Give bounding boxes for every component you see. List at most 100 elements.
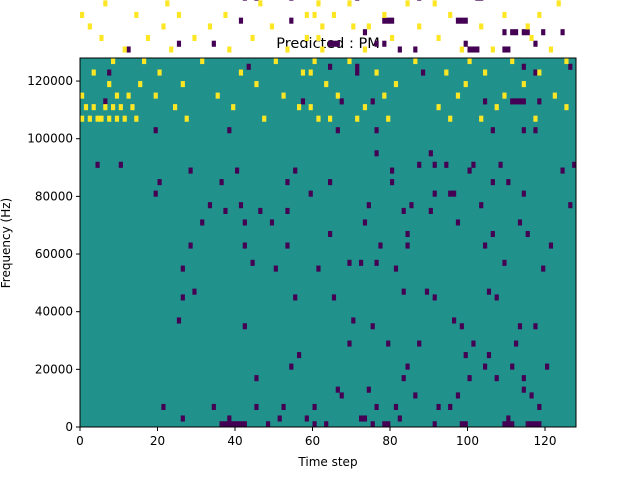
y-axis-label: Frequency (Hz) <box>0 198 13 289</box>
heatmap-cell-low <box>471 340 476 347</box>
x-axis-label: Time step <box>297 455 357 469</box>
heatmap-cell-low <box>246 63 251 70</box>
heatmap-cell-low <box>328 63 333 70</box>
heatmap-cell-high <box>347 58 352 65</box>
heatmap-cell-low <box>386 421 391 428</box>
heatmap-cell-high <box>281 92 286 99</box>
heatmap-cell-low <box>285 207 290 214</box>
heatmap-cell-high <box>91 104 96 111</box>
heatmap-cell-low <box>386 17 391 24</box>
heatmap-cell-low <box>324 421 329 428</box>
y-axis: 0 20000 40000 60000 80000 100000 120000 <box>27 74 80 434</box>
heatmap-cell-high <box>138 81 143 88</box>
heatmap-cell-low <box>390 167 395 174</box>
heatmap-cell-low <box>386 340 391 347</box>
heatmap-cell-low <box>328 40 333 47</box>
heatmap-cell-low <box>417 340 422 347</box>
heatmap-cell-high <box>362 46 368 53</box>
heatmap-cell-low <box>242 323 247 330</box>
heatmap-cell-high <box>153 92 158 99</box>
heatmap-cell-low <box>475 46 480 53</box>
heatmap-cell-high <box>142 58 147 65</box>
heatmap-cell-high <box>467 58 472 65</box>
heatmap-cell-low <box>525 29 530 36</box>
heatmap-cell-high <box>300 69 306 76</box>
heatmap-cell-low <box>521 63 526 70</box>
heatmap-cell-high <box>134 115 139 122</box>
heatmap-cell-low <box>510 98 515 105</box>
heatmap-cell-high <box>297 104 302 111</box>
heatmap-cell-low <box>510 421 515 428</box>
heatmap-cell-high <box>83 104 89 111</box>
heatmap-cell-high <box>145 34 151 42</box>
heatmap-cell-low <box>355 0 360 1</box>
heatmap-cell-low <box>459 421 464 428</box>
heatmap-cell-high <box>130 104 135 111</box>
heatmap-cell-low <box>355 69 360 76</box>
heatmap-cell-high <box>382 11 387 18</box>
y-tick-label: 20000 <box>35 362 73 376</box>
heatmap-cell-high <box>324 81 329 88</box>
heatmap-cell-high <box>111 104 116 111</box>
heatmap-cell-low <box>405 242 410 249</box>
heatmap-cell-low <box>366 386 371 393</box>
heatmap-cell-low <box>521 386 526 393</box>
heatmap-cell-low <box>529 421 534 428</box>
heatmap-cell-low <box>521 98 526 105</box>
heatmap-cell-low <box>432 190 437 197</box>
heatmap-cell-low <box>405 230 410 238</box>
heatmap-cell-low <box>227 415 232 422</box>
heatmap-cell-low <box>211 403 216 411</box>
heatmap-cell-high <box>483 69 488 76</box>
heatmap-cell-low <box>471 46 476 53</box>
heatmap-cell-high <box>362 104 368 111</box>
heatmap-cell-low <box>514 98 519 105</box>
heatmap-cell-high <box>556 0 561 7</box>
heatmap-cell-high <box>479 23 484 30</box>
heatmap-cell-high <box>529 34 534 42</box>
heatmap-cell-low <box>277 415 282 422</box>
heatmap-cell-low <box>285 242 290 249</box>
heatmap-cell-low <box>235 421 240 428</box>
heatmap-cell-low <box>238 202 244 209</box>
heatmap-cell-low <box>517 98 523 105</box>
heatmap-cell-high <box>173 104 178 111</box>
heatmap-cell-low <box>200 219 205 226</box>
heatmap-cell-low <box>362 219 368 226</box>
heatmap-cell-low <box>467 167 472 174</box>
heatmap-cell-high <box>80 115 85 122</box>
heatmap-cell-low <box>192 288 197 295</box>
heatmap-cell-high <box>448 115 453 122</box>
heatmap-cell-low <box>382 17 387 24</box>
heatmap-cell-low <box>335 40 340 47</box>
heatmap-cell-low <box>180 415 185 422</box>
heatmap-cell-low <box>463 17 468 24</box>
heatmap-cell-low <box>308 190 313 197</box>
heatmap-cell-low <box>502 259 507 266</box>
heatmap-cell-low <box>432 294 437 301</box>
heatmap-cell-high <box>169 46 174 53</box>
heatmap-cell-low <box>541 29 546 36</box>
heatmap-cell-low <box>176 40 182 47</box>
heatmap-cell-high <box>312 58 317 65</box>
heatmap-cell-low <box>219 179 224 186</box>
heatmap-cell-high <box>537 69 542 76</box>
heatmap-cell-low <box>475 0 480 1</box>
heatmap-cell-low <box>502 29 507 36</box>
heatmap-cell-high <box>564 58 569 65</box>
heatmap-cell-low <box>560 167 565 174</box>
x-tick-label: 40 <box>227 434 242 448</box>
heatmap-cell-low <box>235 167 240 174</box>
heatmap-cell-low <box>405 363 410 370</box>
heatmap-cell-high <box>87 115 92 122</box>
heatmap-cell-low <box>521 29 526 36</box>
heatmap-cell-low <box>397 46 402 53</box>
heatmap-cell-high <box>126 92 131 99</box>
heatmap-cell-low <box>459 323 464 330</box>
heatmap-cell-high <box>463 81 468 88</box>
heatmap-cell-low <box>463 40 468 47</box>
heatmap-cell-low <box>393 265 399 272</box>
heatmap-cell-low <box>421 69 426 76</box>
heatmap-cell-low <box>529 392 534 399</box>
heatmap-cell-high <box>273 58 278 65</box>
